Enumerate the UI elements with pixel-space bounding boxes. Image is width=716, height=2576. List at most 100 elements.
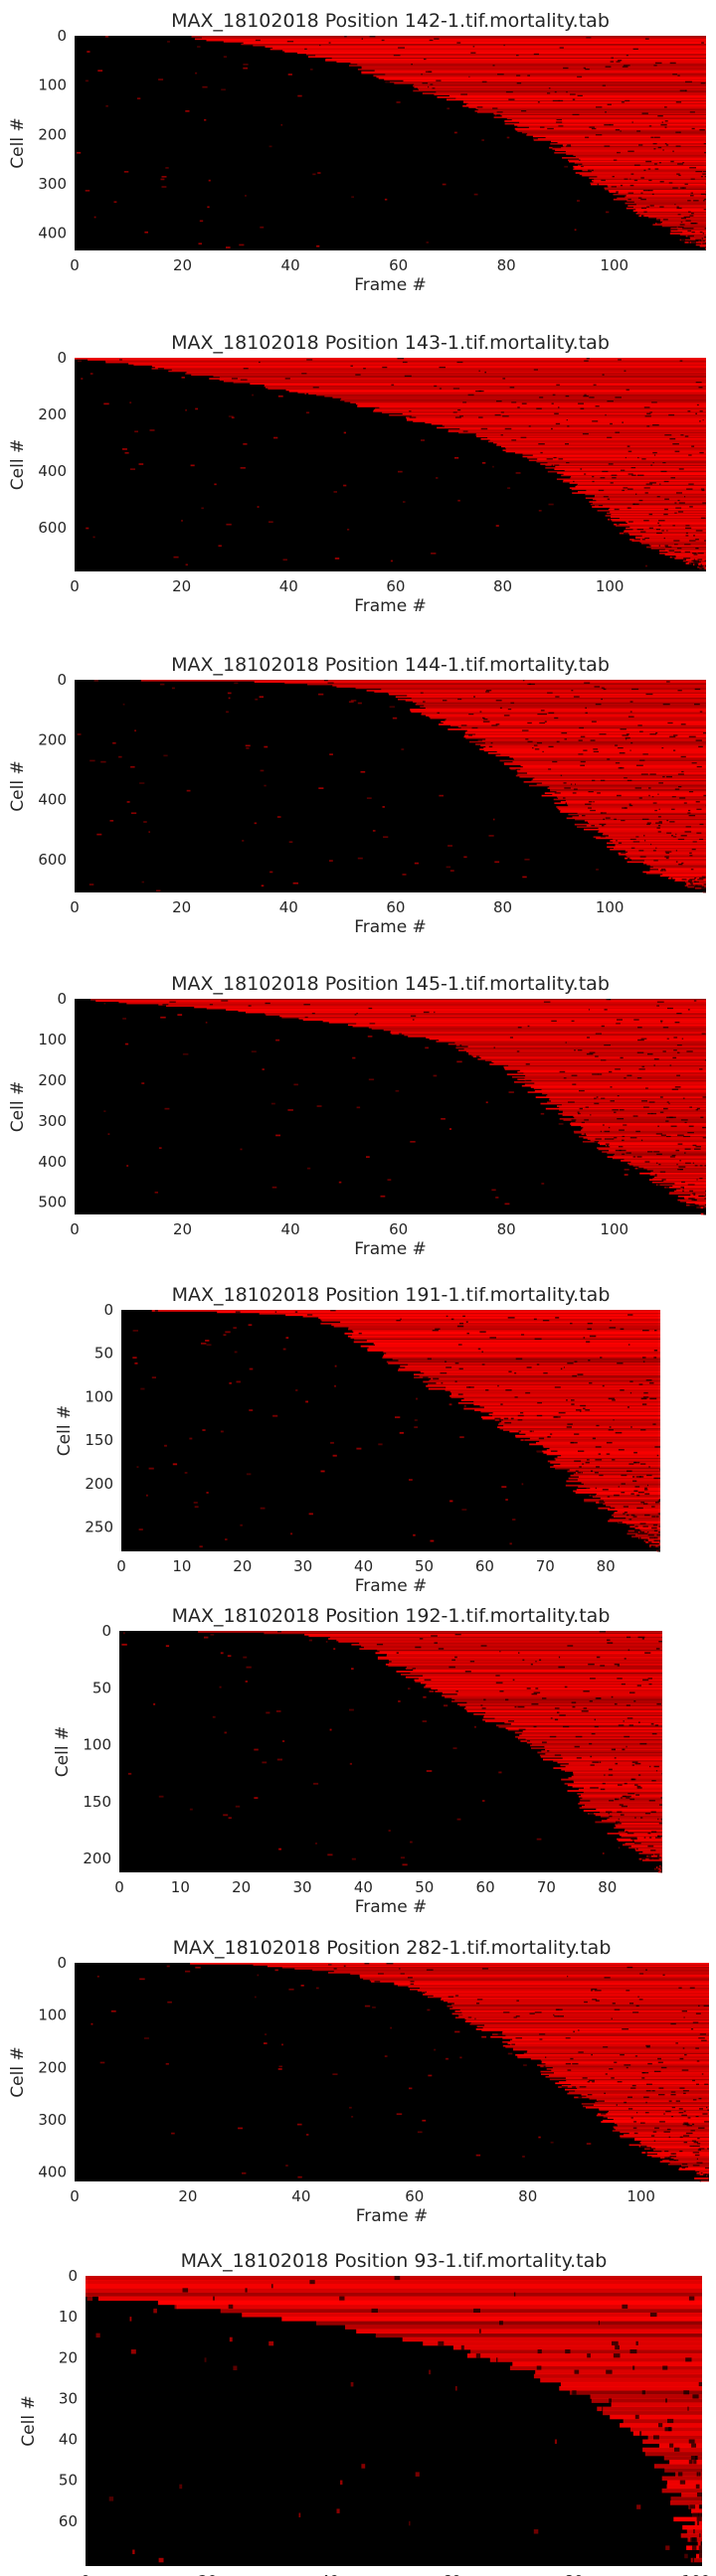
- heatmap-gap: [691, 848, 696, 851]
- heatmap-gap: [657, 1125, 659, 1128]
- heatmap-gap: [683, 2110, 686, 2113]
- heatmap-gap: [638, 1068, 645, 1070]
- heatmap-gap: [645, 2090, 651, 2092]
- heatmap-gap: [439, 366, 446, 369]
- heatmap-speckle: [166, 1965, 170, 1968]
- heatmap-row: [605, 188, 706, 191]
- heatmap-gap: [679, 89, 687, 92]
- heatmap-gap: [690, 195, 694, 197]
- heatmap-gap: [626, 2066, 628, 2069]
- heatmap-gap: [699, 565, 703, 568]
- heatmap-gap: [703, 209, 706, 211]
- heatmap-gap: [626, 55, 628, 57]
- heatmap-row: [576, 484, 706, 487]
- heatmap-gap: [647, 1531, 649, 1533]
- x-tick-label: 20: [178, 2187, 197, 2205]
- x-tick-label: 70: [536, 1557, 555, 1575]
- heatmap-row: [653, 2464, 702, 2469]
- heatmap-row: [419, 88, 706, 91]
- heatmap-speckle: [482, 1800, 485, 1802]
- heatmap-row: [445, 720, 706, 722]
- heatmap-gap: [493, 1046, 495, 1049]
- heatmap-gap: [677, 838, 685, 841]
- y-tick-label: 0: [68, 2267, 78, 2285]
- x-tick-label: 0: [81, 2572, 90, 2576]
- heatmap-gap: [624, 2101, 627, 2104]
- heatmap-gap: [678, 468, 684, 470]
- heatmap-row: [574, 2096, 709, 2099]
- heatmap-row: [126, 1002, 707, 1005]
- heatmap-gap: [571, 1403, 575, 1406]
- heatmap-gap: [604, 1138, 612, 1141]
- heatmap-gap: [624, 2064, 631, 2066]
- heatmap-gap: [695, 2484, 700, 2490]
- x-tick-label: 60: [389, 256, 408, 274]
- heatmap-gap: [610, 482, 614, 484]
- heatmap-gap: [567, 1423, 573, 1426]
- heatmap-gap: [669, 437, 676, 440]
- heatmap-gap: [628, 1724, 633, 1727]
- heatmap-gap: [647, 1854, 651, 1857]
- heatmap-row: [406, 1666, 662, 1669]
- heatmap-row: [574, 1132, 706, 1134]
- heatmap-row: [500, 753, 706, 755]
- heatmap-gap: [638, 1476, 644, 1479]
- heatmap-gap: [659, 483, 661, 486]
- heatmap-row: [598, 2100, 709, 2103]
- heatmap-gap: [692, 1193, 696, 1195]
- heatmap-gap: [636, 130, 641, 132]
- heatmap-row: [517, 1078, 706, 1081]
- heatmap-gap: [689, 2145, 694, 2148]
- heatmap-row: [470, 2349, 702, 2354]
- heatmap-row: [642, 1859, 662, 1861]
- heatmap-row: [378, 77, 706, 80]
- heatmap-row: [573, 1490, 660, 1493]
- heatmap-speckle: [251, 1050, 257, 1052]
- heatmap-row: [617, 1510, 660, 1513]
- heatmap-row: [451, 1391, 660, 1394]
- heatmap-gap: [673, 734, 678, 737]
- heatmap-row: [458, 431, 706, 434]
- heatmap-gap: [480, 1704, 483, 1707]
- heatmap-gap: [694, 688, 701, 691]
- y-tick-label: 600: [38, 519, 67, 537]
- heatmap-row: [550, 143, 706, 145]
- heatmap-row: [596, 2099, 709, 2101]
- heatmap-row: [691, 2508, 702, 2513]
- heatmap-row: [649, 870, 706, 872]
- heatmap-speckle: [595, 505, 599, 507]
- heatmap-gap: [677, 163, 683, 165]
- heatmap-gap: [657, 1513, 660, 1516]
- heatmap-gap: [681, 2010, 687, 2012]
- heatmap-row: [254, 681, 706, 683]
- heatmap-row: [552, 2066, 709, 2069]
- heatmap-row: [569, 2390, 702, 2395]
- heatmap-gap: [221, 1000, 229, 1002]
- heatmap-gap: [701, 876, 706, 879]
- heatmap-gap: [274, 1311, 277, 1314]
- heatmap-gap: [640, 773, 648, 776]
- heatmap-row: [681, 2493, 702, 2497]
- heatmap-row: [437, 426, 706, 429]
- heatmap-row: [574, 162, 706, 164]
- heatmap-gap: [644, 840, 646, 842]
- heatmap-gap: [435, 1328, 441, 1331]
- heatmap-row: [438, 1689, 662, 1691]
- heatmap-row: [493, 116, 706, 118]
- x-tick-label: 60: [386, 898, 405, 916]
- heatmap-speckle: [312, 173, 316, 176]
- heatmap-gap: [689, 111, 695, 113]
- heatmap-row: [575, 172, 706, 174]
- heatmap-row: [635, 204, 706, 206]
- heatmap-row: [333, 1325, 660, 1328]
- heatmap-row: [607, 1833, 662, 1835]
- heatmap-row: [328, 1638, 662, 1640]
- heatmap-row: [448, 429, 706, 431]
- heatmap-gap: [539, 2038, 543, 2041]
- heatmap-row: [413, 1669, 662, 1672]
- heatmap-row: [525, 1433, 660, 1436]
- heatmap-gap: [618, 842, 623, 845]
- heatmap-gap: [502, 378, 506, 380]
- heatmap-speckle: [193, 1502, 198, 1504]
- heatmap-row: [463, 1047, 706, 1050]
